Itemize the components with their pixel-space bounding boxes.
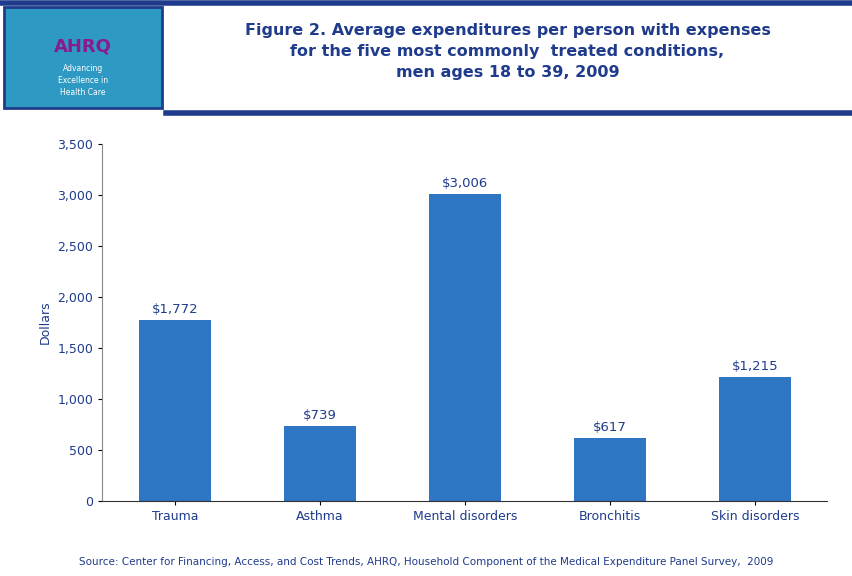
Text: $739: $739 [302,408,337,422]
Bar [573,438,646,501]
Text: $1,772: $1,772 [152,303,198,316]
Bar [283,426,356,501]
Bar [138,320,210,501]
Bar [717,377,791,501]
Text: Advancing
Excellence in
Health Care: Advancing Excellence in Health Care [58,65,107,97]
Text: Figure 2. Average expenditures per person with expenses
for the five most common: Figure 2. Average expenditures per perso… [245,24,769,80]
Text: Source: Center for Financing, Access, and Cost Trends, AHRQ, Household Component: Source: Center for Financing, Access, an… [79,556,773,567]
Bar [4,7,162,108]
Bar [428,195,500,501]
Y-axis label: Dollars: Dollars [39,301,52,344]
Text: $3,006: $3,006 [441,177,487,190]
Text: $617: $617 [592,421,626,434]
Text: AHRQ: AHRQ [54,37,112,55]
Text: $1,215: $1,215 [731,360,777,373]
